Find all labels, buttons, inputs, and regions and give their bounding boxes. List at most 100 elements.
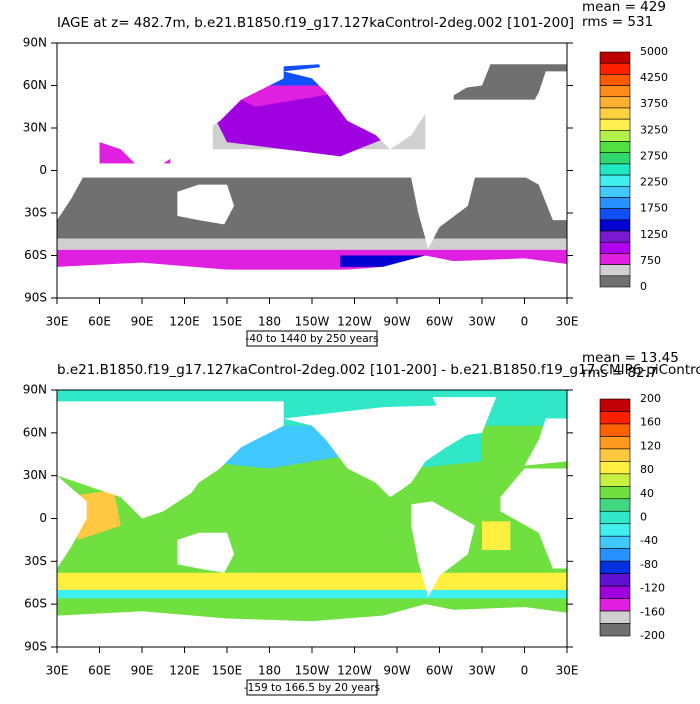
colorbar-box — [599, 398, 631, 412]
colorbar-box — [599, 130, 631, 142]
stat-mean: mean = 429 — [582, 0, 666, 15]
stat-rms: rms = 82.7 — [582, 365, 657, 381]
colorbar-box — [599, 585, 631, 599]
x-tick-label: 30E — [46, 664, 69, 678]
colorbar-box — [599, 598, 631, 612]
colorbar-box — [599, 623, 631, 637]
x-tick-label: 150E — [212, 315, 243, 329]
colorbar-box — [599, 219, 631, 232]
y-tick-label: 60S — [24, 597, 47, 611]
colorbar-box — [599, 264, 631, 277]
colorbar-label: 0 — [640, 280, 647, 293]
colorbar-box — [599, 523, 631, 537]
x-tick-label: 90E — [131, 315, 154, 329]
x-tick-label: 60E — [88, 664, 111, 678]
y-tick-label: 60S — [24, 248, 47, 262]
x-tick-label: 90W — [383, 315, 410, 329]
x-tick-label: 180 — [258, 664, 281, 678]
colorbar-label: 2750 — [640, 149, 668, 162]
colorbar-label: -40 — [640, 534, 658, 547]
colorbar-box — [599, 461, 631, 475]
x-tick-label: 60W — [426, 664, 453, 678]
x-tick-label: 0 — [521, 664, 529, 678]
colorbar-label: 1750 — [640, 202, 668, 215]
colorbar-box — [599, 498, 631, 512]
colorbar-box — [599, 152, 631, 165]
colorbar-box — [599, 535, 631, 549]
y-tick-label: 30N — [23, 468, 47, 482]
colorbar-box — [599, 163, 631, 176]
contour-info-box — [246, 679, 378, 696]
colorbar-box — [599, 185, 631, 198]
colorbar-label: 0 — [640, 511, 647, 524]
colorbar-box — [599, 423, 631, 437]
colorbar-label: 3250 — [640, 123, 668, 136]
colorbar-box — [599, 610, 631, 624]
colorbar-label: 120 — [640, 439, 661, 452]
colorbar-box — [599, 486, 631, 500]
x-tick-label: 30E — [556, 315, 579, 329]
x-tick-label: 120E — [169, 664, 200, 678]
colorbar-box — [599, 253, 631, 265]
colorbar-box — [599, 573, 631, 587]
panel-title: b.e21.B1850.f19_g17.127kaControl-2deg.00… — [57, 362, 700, 378]
x-tick-label: 60E — [88, 315, 111, 329]
y-tick-label: 30S — [24, 206, 47, 220]
x-tick-label: 120W — [337, 315, 372, 329]
map-field — [57, 390, 567, 647]
colorbar-label: -160 — [640, 605, 665, 618]
x-tick-label: 120W — [337, 664, 372, 678]
colorbar-box — [599, 241, 631, 254]
colorbar-box — [599, 510, 631, 525]
colorbar-box — [599, 436, 631, 450]
map-field — [57, 43, 567, 298]
colorbar-box — [599, 51, 631, 64]
y-tick-label: 30N — [23, 121, 47, 135]
colorbar-label: 5000 — [640, 45, 668, 58]
colorbar-label: 1250 — [640, 228, 668, 241]
colorbar-box — [599, 411, 631, 425]
colorbar-box — [599, 118, 631, 131]
colorbar-label: -80 — [640, 558, 658, 571]
y-tick-label: 60N — [23, 425, 47, 439]
stat-rms: rms = 531 — [582, 14, 653, 30]
colorbar-label: 2250 — [640, 176, 668, 189]
colorbar-label: 80 — [640, 463, 654, 476]
stat-mean: mean = 13.45 — [582, 350, 679, 366]
colorbar-box — [599, 174, 631, 187]
x-tick-label: 30W — [468, 315, 495, 329]
colorbar-box — [599, 473, 631, 487]
y-tick-label: 90S — [24, 640, 47, 654]
x-tick-label: 150E — [212, 664, 243, 678]
colorbar-box — [599, 197, 631, 209]
colorbar-label: 160 — [640, 416, 661, 429]
colorbar-box — [599, 107, 631, 120]
y-tick-label: 0 — [39, 511, 47, 525]
colorbar-box — [599, 96, 631, 109]
y-tick-label: 60N — [23, 78, 47, 92]
x-tick-label: 30W — [468, 664, 495, 678]
contour-info: -40 to 1440 by 250 years — [246, 333, 379, 345]
y-tick-label: 90S — [24, 291, 47, 305]
x-tick-label: 90E — [131, 664, 154, 678]
x-tick-label: 150W — [295, 315, 330, 329]
colorbar-label: 40 — [640, 487, 654, 500]
y-tick-label: 90N — [23, 383, 47, 397]
x-tick-label: 180 — [258, 315, 281, 329]
x-tick-label: 120E — [169, 315, 200, 329]
x-tick-label: 30E — [556, 664, 579, 678]
colorbar-label: -120 — [640, 582, 665, 595]
y-tick-label: 90N — [23, 36, 47, 50]
x-tick-label: 30E — [46, 315, 69, 329]
y-tick-label: 0 — [39, 163, 47, 177]
x-tick-label: 90W — [383, 664, 410, 678]
x-tick-label: 0 — [521, 315, 529, 329]
colorbar-box — [599, 560, 631, 574]
colorbar-label: 3750 — [640, 97, 668, 110]
colorbar-box — [599, 230, 631, 243]
colorbar-box — [599, 62, 631, 75]
x-tick-label: 150W — [295, 664, 330, 678]
colorbar-box — [599, 275, 631, 288]
y-tick-label: 30S — [24, 554, 47, 568]
